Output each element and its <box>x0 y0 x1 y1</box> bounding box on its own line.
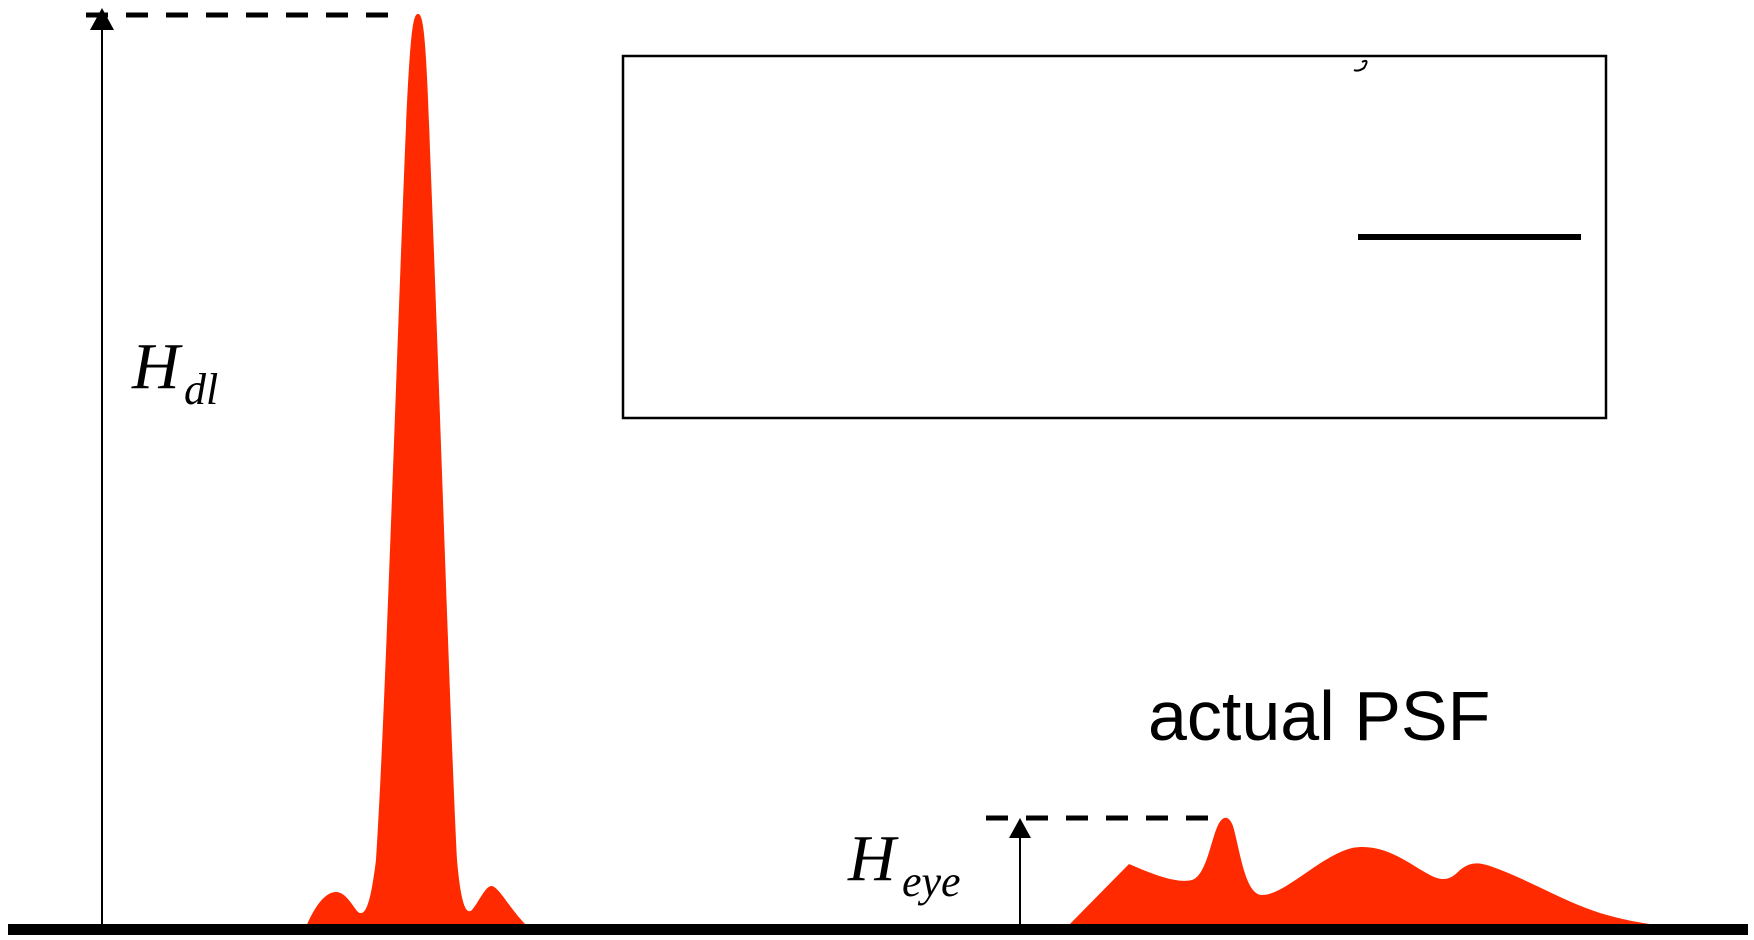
baseline-axis <box>8 924 1748 935</box>
inset-cropped-glyph <box>1353 59 1368 72</box>
heye-label: H eye <box>847 822 961 906</box>
heye-label-subscript: eye <box>902 857 961 906</box>
heye-arrowhead <box>1009 818 1031 838</box>
hdl-arrowhead <box>90 8 114 30</box>
inset-box <box>621 54 1608 420</box>
hdl-label-base: H <box>131 330 183 403</box>
hdl-label: H dl <box>131 330 218 414</box>
actual-psf <box>1065 817 1720 929</box>
diffraction-limited-height-arrow <box>86 8 392 929</box>
hdl-label-subscript: dl <box>184 365 218 414</box>
inset-frame <box>621 54 1608 420</box>
diffraction-limited-psf <box>305 14 530 929</box>
eye-height-arrow <box>986 815 1210 929</box>
actual-psf-label: actual PSF <box>1148 677 1490 755</box>
heye-label-base: H <box>847 822 899 895</box>
